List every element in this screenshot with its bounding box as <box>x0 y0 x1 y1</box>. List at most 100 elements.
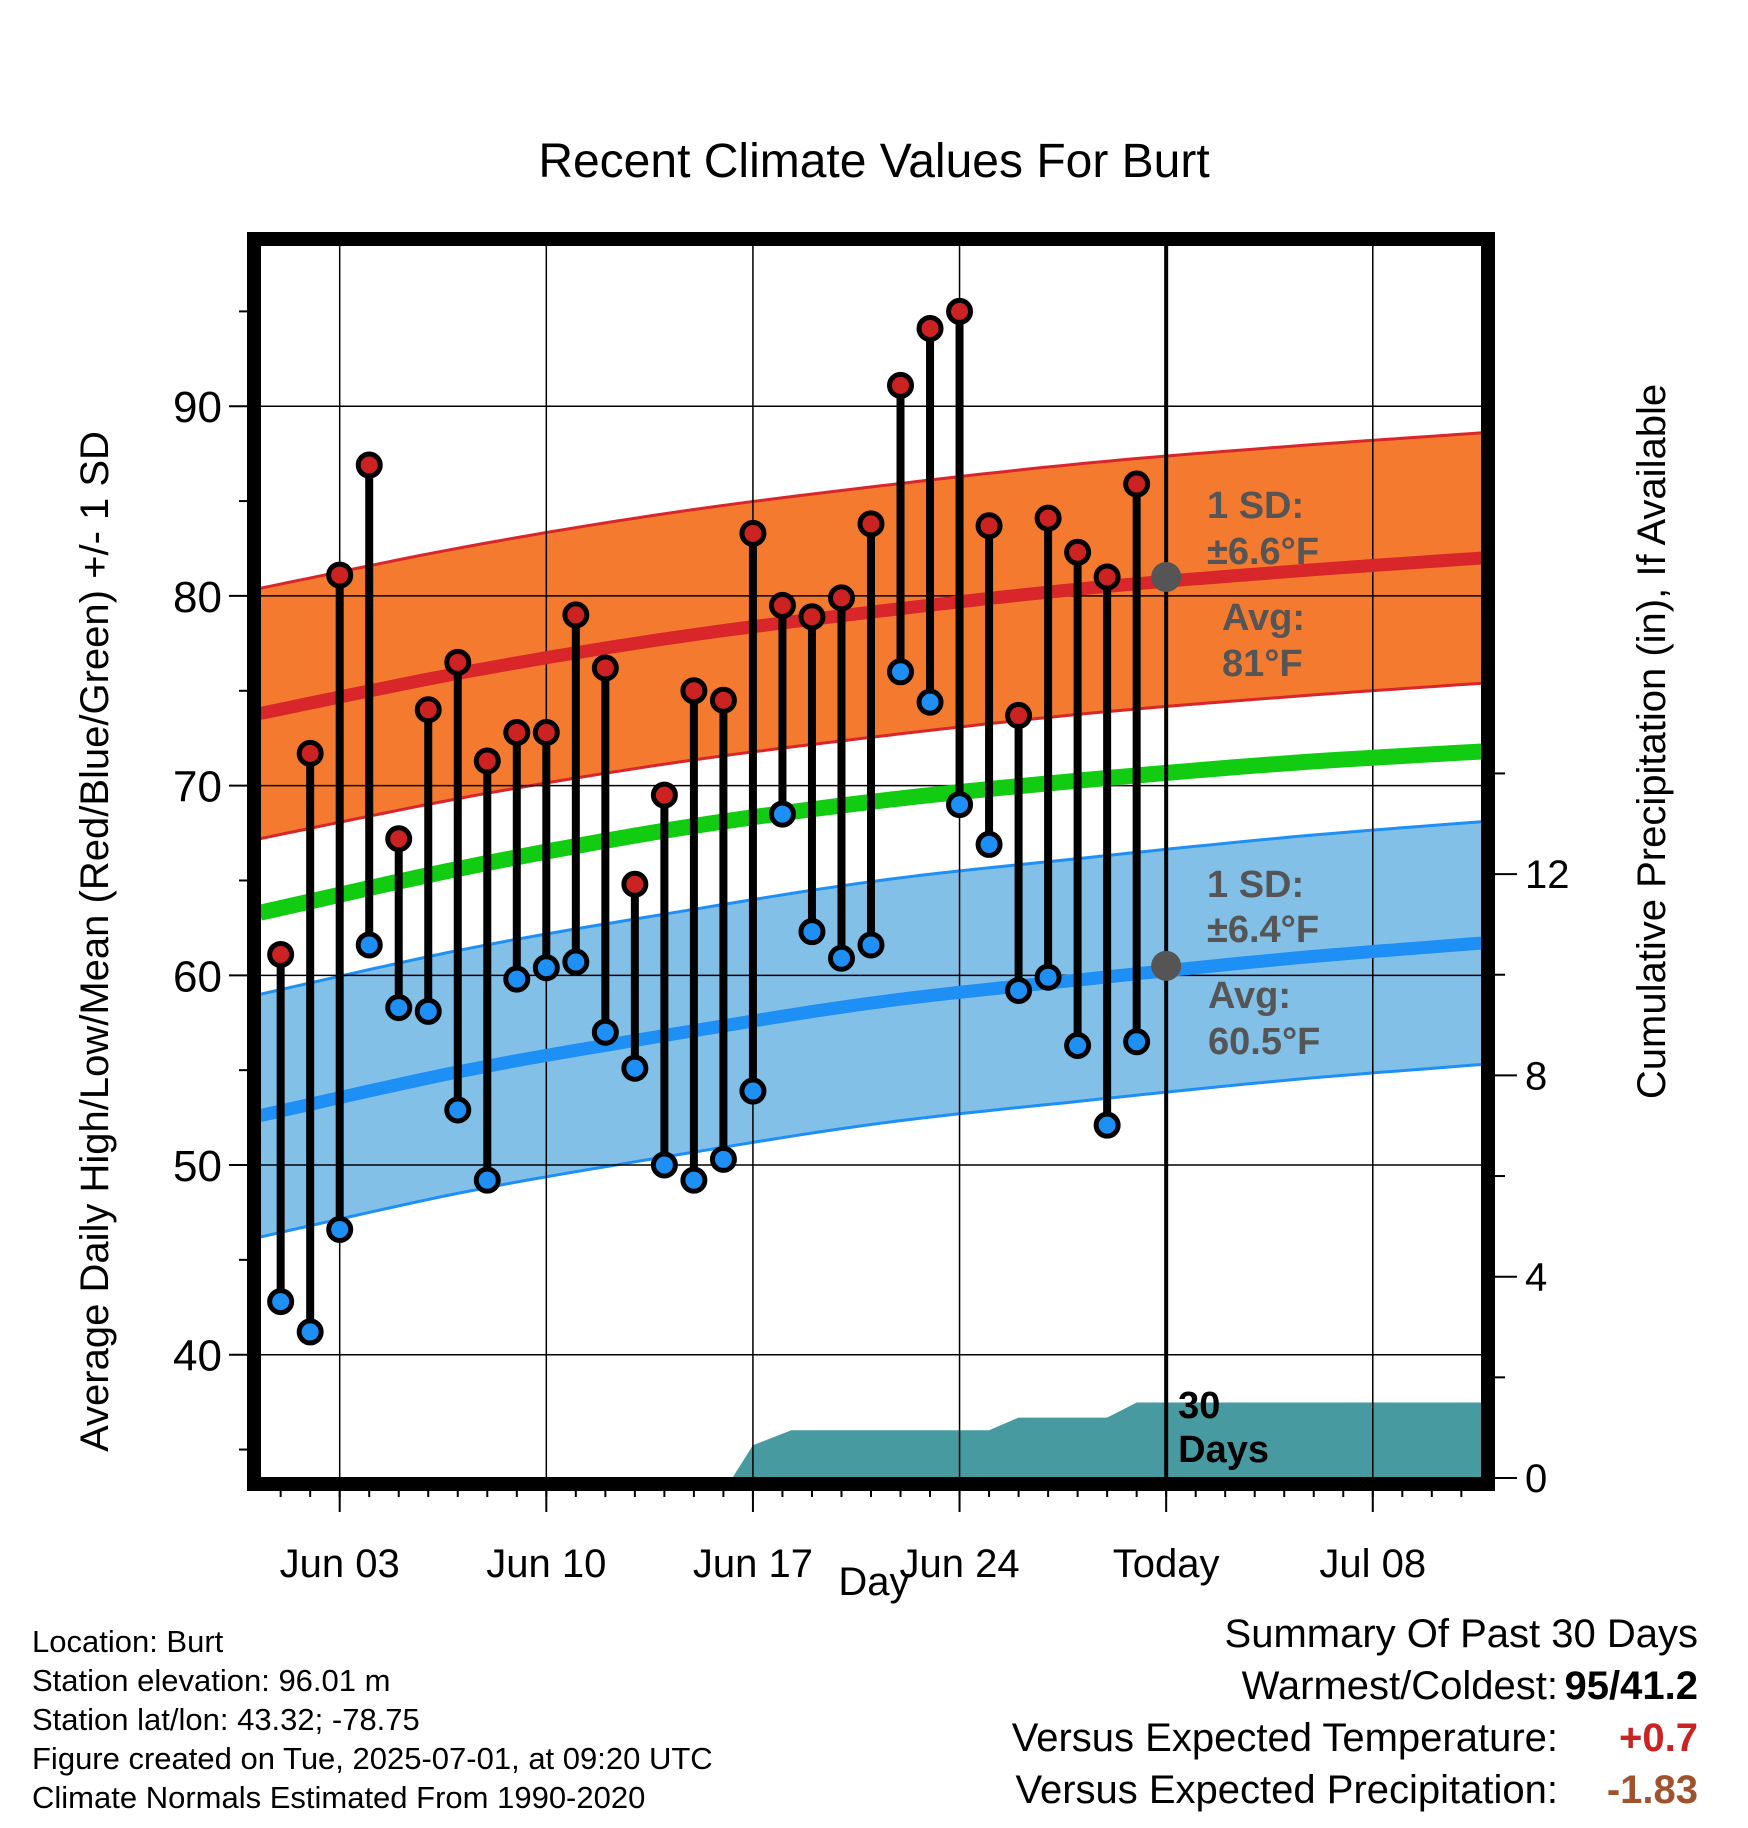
daily-low-point <box>267 1288 295 1316</box>
daily-low-point <box>1005 976 1033 1004</box>
x-tick-label: Jun 24 <box>899 1542 1019 1586</box>
daily-high-point <box>532 719 560 747</box>
daily-low-point <box>473 1166 501 1194</box>
daily-low-point <box>887 658 915 686</box>
summary-heading: Summary Of Past 30 Days <box>1224 1612 1698 1656</box>
x-tick-label: Jun 10 <box>486 1542 606 1586</box>
low-normal-band <box>260 821 1482 1238</box>
precip-area <box>732 1402 1482 1478</box>
daily-high-point <box>946 297 974 325</box>
summary-panel: Summary Of Past 30 Days Warmest/Coldest:… <box>1012 1612 1698 1820</box>
y-tick-label: 80 <box>173 573 222 622</box>
daily-high-point <box>1064 538 1092 566</box>
daily-high-point <box>267 940 295 968</box>
daily-range-bars <box>276 311 1141 1332</box>
y-tick-label: 90 <box>173 383 222 432</box>
y2-tick-label: 4 <box>1525 1256 1547 1300</box>
daily-high-point <box>621 870 649 898</box>
daily-high-point <box>414 696 442 724</box>
daily-low-point <box>680 1166 708 1194</box>
low-avg-marker <box>1151 950 1182 981</box>
y2-axis-label: Cumulative Precipitation (in), If Availa… <box>1630 384 1674 1099</box>
daily-low-point <box>296 1318 324 1346</box>
y-tick-label: 60 <box>173 952 222 1001</box>
high-avg-value: 81°F <box>1222 643 1303 685</box>
y-axis-label: Average Daily High/Low/Mean (Red/Blue/Gr… <box>73 431 117 1452</box>
high-normal-band-upper-edge <box>259 431 1483 590</box>
x-tick-label: Jun 17 <box>693 1542 813 1586</box>
created-text: Figure created on Tue, 2025-07-01, at 09… <box>32 1741 713 1776</box>
precip-anomaly-value: -1.83 <box>1606 1768 1698 1812</box>
chart-title: Recent Climate Values For Burt <box>538 135 1210 188</box>
daily-low-point <box>916 688 944 716</box>
high-avg-label: Avg: <box>1222 597 1305 639</box>
latlon-text: Station lat/lon: 43.32; -78.75 <box>32 1702 420 1737</box>
daily-low-point <box>739 1077 767 1105</box>
daily-low-point <box>650 1151 678 1179</box>
x-tick-label: Jul 08 <box>1319 1542 1426 1586</box>
daily-high-point <box>326 561 354 589</box>
precip-anomaly-label: Versus Expected Precipitation: <box>1015 1768 1558 1812</box>
daily-high-point <box>680 677 708 705</box>
daily-low-point <box>503 965 531 993</box>
high-sd-label: 1 SD: <box>1207 485 1304 527</box>
daily-high-point <box>916 314 944 342</box>
high-normal-band-lower-edge <box>259 681 1483 841</box>
period-label: 30 <box>1178 1385 1220 1427</box>
location-text: Location: Burt <box>32 1624 224 1659</box>
daily-high-point <box>650 781 678 809</box>
daily-high-point <box>444 648 472 676</box>
daily-high-point <box>1034 504 1062 532</box>
daily-low-point <box>946 791 974 819</box>
y2-tick-label: 8 <box>1525 1054 1547 1098</box>
daily-high-point <box>857 510 885 538</box>
y2-tick-label: 0 <box>1525 1457 1547 1501</box>
station-info: Location: Burt Station elevation: 96.01 … <box>32 1622 713 1817</box>
daily-high-point <box>827 584 855 612</box>
daily-high-point <box>1093 563 1121 591</box>
daily-low-point <box>562 948 590 976</box>
daily-low-point <box>798 918 826 946</box>
elevation-text: Station elevation: 96.01 m <box>32 1663 391 1698</box>
daily-high-point <box>385 825 413 853</box>
high-sd-value: ±6.6°F <box>1207 531 1319 573</box>
daily-points <box>267 297 1151 1346</box>
period-unit: Days <box>1178 1429 1269 1471</box>
daily-low-point <box>326 1216 354 1244</box>
temp-anomaly-label: Versus Expected Temperature: <box>1011 1716 1558 1760</box>
daily-high-point <box>591 654 619 682</box>
low-normal-band-lower-edge <box>259 1063 1483 1239</box>
daily-high-point <box>503 719 531 747</box>
daily-low-point <box>414 997 442 1025</box>
daily-low-point <box>621 1054 649 1082</box>
low-sd-label: 1 SD: <box>1207 864 1304 906</box>
daily-low-point <box>1034 963 1062 991</box>
low-normal-band-upper-edge <box>259 820 1483 996</box>
daily-high-point <box>473 747 501 775</box>
low-mean-line <box>258 936 1483 1123</box>
y-tick-label: 70 <box>173 763 222 812</box>
daily-high-point <box>562 601 590 629</box>
warmest-coldest-value: 95/41.2 <box>1564 1664 1698 1708</box>
daily-low-point <box>532 954 560 982</box>
temp-anomaly-value: +0.7 <box>1619 1716 1698 1760</box>
daily-low-point <box>355 931 383 959</box>
daily-high-point <box>1005 701 1033 729</box>
daily-low-point <box>975 830 1003 858</box>
daily-high-point <box>739 519 767 547</box>
low-avg-value: 60.5°F <box>1208 1021 1320 1063</box>
x-tick-label: Jun 03 <box>280 1542 400 1586</box>
low-avg-label: Avg: <box>1208 975 1291 1017</box>
daily-low-point <box>827 944 855 972</box>
daily-high-point <box>1123 470 1151 498</box>
daily-high-point <box>798 603 826 631</box>
warmest-coldest-label: Warmest/Coldest: <box>1241 1664 1558 1708</box>
daily-low-point <box>444 1096 472 1124</box>
daily-high-point <box>296 739 324 767</box>
daily-high-point <box>887 371 915 399</box>
y-tick-label: 50 <box>173 1142 222 1191</box>
y2-tick-label: 12 <box>1525 853 1570 897</box>
daily-low-point <box>1064 1032 1092 1060</box>
